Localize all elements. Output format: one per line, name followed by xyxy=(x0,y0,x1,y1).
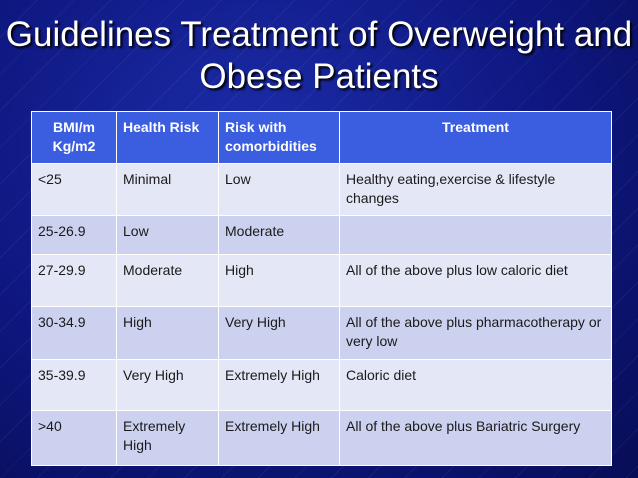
table-cell: High xyxy=(116,306,219,360)
slide-title: Guidelines Treatment of Overweight and O… xyxy=(5,15,633,96)
table-cell: Healthy eating,exercise & lifestyle chan… xyxy=(339,163,612,216)
table-cell: High xyxy=(218,254,340,307)
table-cell: Low xyxy=(116,215,219,255)
table-cell: 27-29.9 xyxy=(31,254,117,307)
table-row: 25-26.9 Low Moderate xyxy=(31,215,612,255)
header-cell: Health Risk xyxy=(116,111,219,164)
header-cell: BMI/m Kg/m2 xyxy=(31,111,117,164)
table-cell: Caloric diet xyxy=(339,359,612,411)
table-cell: Very High xyxy=(218,306,340,360)
table-cell: Minimal xyxy=(116,163,219,216)
header-cell: Risk with comorbidities xyxy=(218,111,340,164)
table-cell: 25-26.9 xyxy=(31,215,117,255)
table-cell: All of the above plus Bariatric Surgery xyxy=(339,410,612,466)
table-cell: <25 xyxy=(31,163,117,216)
table-cell: 35-39.9 xyxy=(31,359,117,411)
table-cell: All of the above plus pharmacotherapy or… xyxy=(339,306,612,360)
table-row: 30-34.9 High Very High All of the above plu… xyxy=(31,306,612,360)
table-row: 35-39.9 Very High Extremely High Caloric di… xyxy=(31,359,612,411)
table-row: >40 Extremely High Extremely High All of th… xyxy=(31,410,612,466)
table-cell: Moderate xyxy=(218,215,340,255)
table-row: 27-29.9 Moderate High All of the above plus… xyxy=(31,254,612,307)
guidelines-table: BMI/m Kg/m2 Health Risk Risk with comorbid… xyxy=(31,111,612,466)
table-cell: 30-34.9 xyxy=(31,306,117,360)
table-cell: Moderate xyxy=(116,254,219,307)
table-cell: All of the above plus low caloric diet xyxy=(339,254,612,307)
table-cell: >40 xyxy=(31,410,117,466)
table-cell: Extremely High xyxy=(218,359,340,411)
header-cell: Treatment xyxy=(339,111,612,164)
table-row: <25 Minimal Low Healthy eating,exercise & l… xyxy=(31,163,612,216)
table-cell: Extremely High xyxy=(116,410,219,466)
table-cell: Low xyxy=(218,163,340,216)
table-cell xyxy=(339,215,612,255)
table-cell: Extremely High xyxy=(218,410,340,466)
table-cell: Very High xyxy=(116,359,219,411)
header-row: BMI/m Kg/m2 Health Risk Risk with comorbid… xyxy=(31,111,612,164)
